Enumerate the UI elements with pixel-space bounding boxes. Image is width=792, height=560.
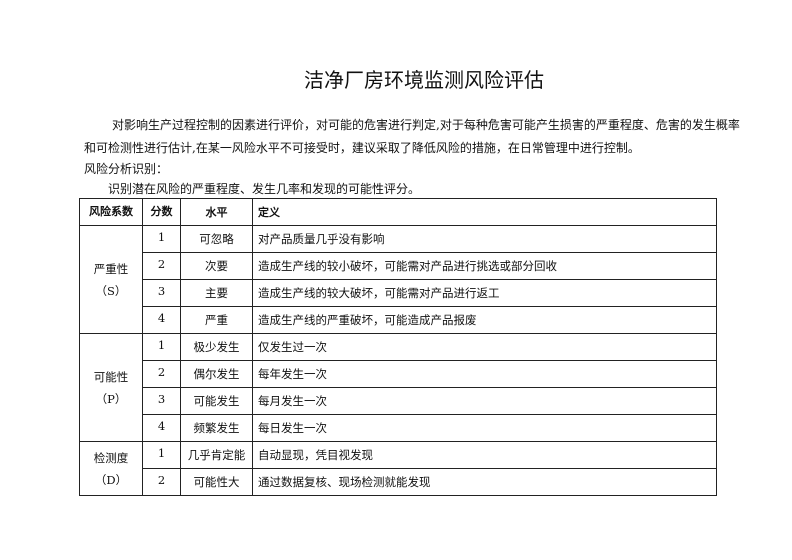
definition-cell: 仅发生过一次: [252, 333, 717, 361]
definition-cell: 造成生产线的较小破坏，可能需对产品进行挑选或部分回收: [252, 252, 717, 280]
column-header: 风险系数: [79, 198, 143, 226]
definition-cell: 对产品质量几乎没有影响: [252, 225, 717, 253]
score-cell: 3: [142, 387, 181, 415]
level-cell: 频繁发生: [180, 414, 253, 442]
risk-factor-cell: 检测度 （D）: [79, 441, 143, 496]
level-cell: 偶尔发生: [180, 360, 253, 388]
table-row: 检测度 （D） 1 几乎肯定能 自动显现，凭目视发现: [79, 441, 717, 496]
score-cell: 3: [142, 279, 181, 307]
score-cell: 4: [142, 306, 181, 334]
paragraph-line: 对影响生产过程控制的因素进行评价，对可能的危害进行判定,对于每种危害可能产生损害…: [112, 118, 740, 132]
level-cell: 主要: [180, 279, 253, 307]
risk-factor-code: （D）: [94, 472, 128, 487]
score-cell: 1: [142, 333, 181, 361]
risk-factor-cell: 严重性 （S）: [79, 225, 143, 334]
column-header: 水平: [180, 198, 253, 226]
column-header: 定义: [252, 198, 717, 226]
level-cell: 极少发生: [180, 333, 253, 361]
level-cell: 可能发生: [180, 387, 253, 415]
definition-cell: 通过数据复核、现场检测就能发现: [252, 468, 717, 496]
definition-cell: 每月发生一次: [252, 387, 717, 415]
risk-factor-code: （S）: [95, 283, 127, 298]
table-row: 4 频繁发生 每日发生一次: [80, 414, 717, 442]
section-label: 风险分析识别：: [84, 162, 169, 176]
risk-factor-name: 可能性: [93, 369, 129, 384]
score-cell: 1: [142, 225, 181, 253]
table-row: 2 次要 造成生产线的较小破坏，可能需对产品进行挑选或部分回收: [80, 252, 717, 280]
risk-factor-name: 检测度: [93, 450, 129, 465]
level-cell: 可能性大: [180, 468, 253, 496]
risk-table: 风险系数 分数 水平 定义 严重性 （S） 1 可忽略 对产品质量几乎没有影响 2 次要 造成生产线…: [79, 198, 717, 496]
risk-factor-name: 严重性: [93, 261, 129, 276]
page-title: 洁净厂房环境监测风险评估: [304, 68, 544, 92]
table-row: 2 可能性大 通过数据复核、现场检测就能发现: [80, 468, 717, 496]
level-cell: 次要: [180, 252, 253, 280]
score-cell: 2: [142, 252, 181, 280]
table-row: 严重性 （S） 1 可忽略 对产品质量几乎没有影响: [79, 225, 717, 334]
score-cell: 4: [142, 414, 181, 442]
definition-cell: 每日发生一次: [252, 414, 717, 442]
definition-cell: 造成生产线的严重破坏，可能造成产品报废: [252, 306, 717, 334]
table-row: 4 严重 造成生产线的严重破坏，可能造成产品报废: [80, 306, 717, 334]
level-cell: 几乎肯定能: [180, 441, 253, 469]
table-row: 可能性 （P） 1 极少发生 仅发生过一次: [79, 333, 717, 442]
score-cell: 2: [142, 468, 181, 496]
level-cell: 严重: [180, 306, 253, 334]
column-header: 分数: [142, 198, 181, 226]
paragraph-line: 和可检测性进行估计,在某一风险水平不可接受时，建议采取了降低风险的措施，在日常管…: [84, 141, 640, 155]
score-cell: 1: [142, 441, 181, 469]
table-row: 3 主要 造成生产线的较大破坏，可能需对产品进行返工: [80, 279, 717, 307]
paragraph-line: 识别潜在风险的严重程度、发生几率和发现的可能性评分。: [108, 182, 421, 196]
score-cell: 2: [142, 360, 181, 388]
table-row: 3 可能发生 每月发生一次: [80, 387, 717, 415]
risk-factor-cell: 可能性 （P）: [79, 333, 143, 442]
table-row: 2 偶尔发生 每年发生一次: [80, 360, 717, 388]
definition-cell: 自动显现，凭目视发现: [252, 441, 717, 469]
definition-cell: 每年发生一次: [252, 360, 717, 388]
definition-cell: 造成生产线的较大破坏，可能需对产品进行返工: [252, 279, 717, 307]
risk-factor-code: （P）: [95, 391, 127, 406]
level-cell: 可忽略: [180, 225, 253, 253]
